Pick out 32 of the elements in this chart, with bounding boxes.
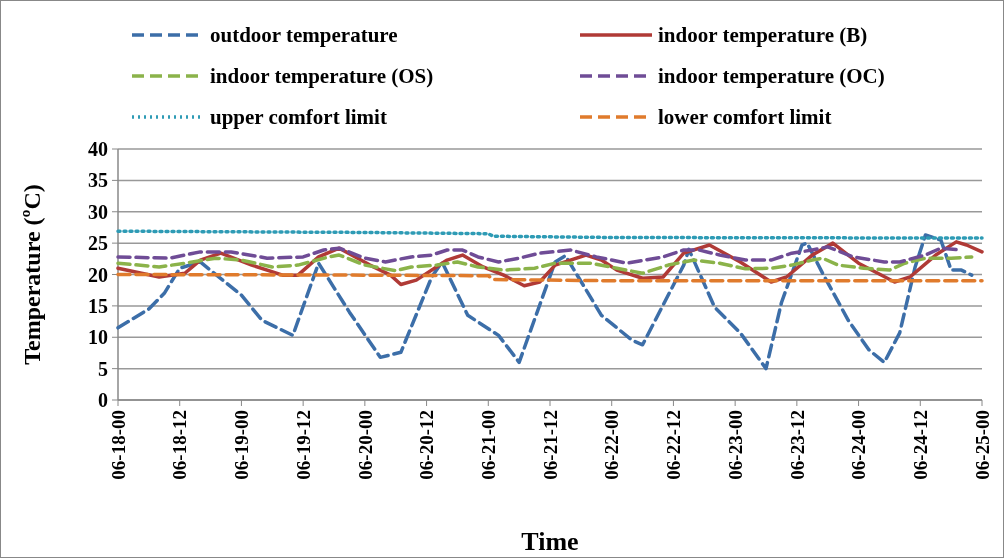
x-tick-label: 06-20-12 <box>416 410 438 480</box>
x-tick-label: 06-18-00 <box>107 410 129 480</box>
y-tick-label: 35 <box>88 169 108 192</box>
legend-label: indoor temperature (OC) <box>658 64 885 89</box>
legend-label: indoor temperature (B) <box>658 23 868 48</box>
y-tick-label: 25 <box>88 232 108 255</box>
x-tick-label: 06-24-00 <box>848 410 870 480</box>
x-tick-label: 06-22-12 <box>663 410 685 480</box>
y-tick-label: 5 <box>98 357 108 380</box>
legend-label: indoor temperature (OS) <box>210 64 434 89</box>
x-axis-title: Time <box>521 527 579 556</box>
x-tick-label: 06-19-00 <box>231 410 253 480</box>
y-tick-label: 40 <box>88 138 108 160</box>
x-tick-label: 06-24-12 <box>909 410 931 480</box>
x-tick-label: 06-23-12 <box>786 410 808 480</box>
y-tick-label: 20 <box>88 263 108 286</box>
x-tick-label: 06-20-00 <box>354 410 376 480</box>
y-tick-label: 0 <box>98 389 108 411</box>
x-tick-label: 06-23-00 <box>724 410 746 480</box>
legend-label: outdoor temperature <box>210 23 398 48</box>
x-tick-label: 06-25-00 <box>971 410 993 480</box>
x-tick-label: 06-21-00 <box>477 410 499 480</box>
legend-label: upper comfort limit <box>210 105 387 130</box>
x-tick-label: 06-21-12 <box>539 410 561 480</box>
x-tick-label: 06-19-12 <box>292 410 314 480</box>
y-axis-title: Temperature (ºC) <box>19 184 45 365</box>
x-tick-label: 06-22-00 <box>601 410 623 480</box>
legend-label: lower comfort limit <box>658 105 832 130</box>
y-tick-label: 10 <box>88 326 108 349</box>
y-tick-label: 15 <box>88 294 108 317</box>
x-tick-label: 06-18-12 <box>169 410 191 480</box>
y-tick-label: 30 <box>88 200 108 223</box>
